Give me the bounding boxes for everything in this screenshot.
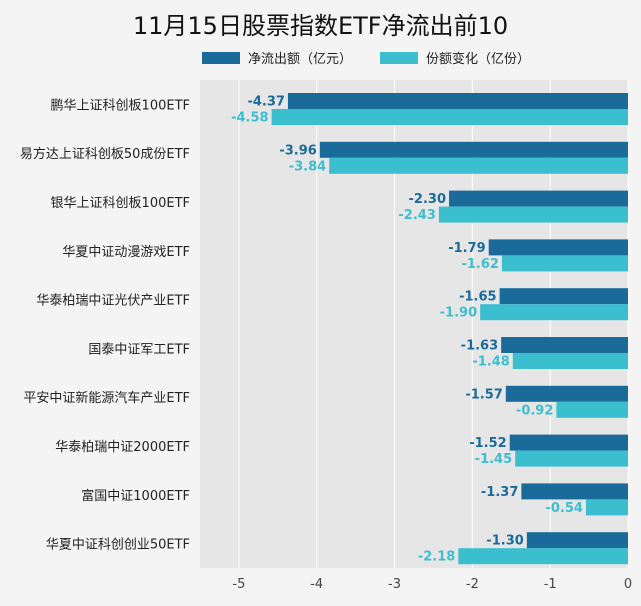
bar-share-change xyxy=(271,109,628,125)
legend-swatch-outflow xyxy=(202,51,240,64)
bar-share-change xyxy=(329,157,628,174)
x-tick-label: -3 xyxy=(388,577,401,592)
bar-outflow xyxy=(526,532,628,549)
bar-outflow xyxy=(319,141,628,158)
bar-share-change xyxy=(556,401,628,418)
category-label: 华夏中证科创创业50ETF xyxy=(46,538,190,553)
data-label-share-change: -1.48 xyxy=(472,355,509,370)
data-label-outflow: -2.30 xyxy=(409,192,446,207)
x-tick-label: -5 xyxy=(232,577,245,592)
data-label-outflow: -3.96 xyxy=(279,143,316,158)
category-label: 平安中证新能源汽车产业ETF xyxy=(23,390,190,406)
category-label: 华泰柏瑞中证光伏产业ETF xyxy=(36,294,190,309)
data-label-share-change: -3.84 xyxy=(289,159,326,174)
bar-outflow xyxy=(509,434,628,451)
bar-outflow xyxy=(449,190,628,207)
data-label-outflow: -1.57 xyxy=(465,387,502,402)
legend: 净流出额（亿元） 份额变化（亿份） xyxy=(0,48,641,68)
bar-share-change xyxy=(585,499,628,516)
bar-share-change xyxy=(512,353,628,369)
x-tick-label: -1 xyxy=(544,577,557,592)
data-label-share-change: -2.18 xyxy=(418,550,455,565)
category-label: 鹏华上证科创板100ETF xyxy=(51,98,190,113)
data-label-share-change: -1.90 xyxy=(440,306,477,321)
data-label-outflow: -1.52 xyxy=(469,436,506,451)
bar-share-change xyxy=(480,304,628,321)
x-tick-label: 0 xyxy=(624,577,632,592)
data-label-outflow: -4.37 xyxy=(247,95,284,110)
legend-label-share-change: 份额变化（亿份） xyxy=(426,52,531,67)
legend-label-outflow: 净流出额（亿元） xyxy=(248,52,353,67)
category-label: 易方达上证科创板50成份ETF xyxy=(20,146,190,162)
bar-share-change xyxy=(515,450,628,467)
legend-swatch-share-change xyxy=(380,51,418,64)
data-label-outflow: -1.63 xyxy=(461,339,498,354)
legend-item-outflow: 净流出额（亿元） xyxy=(202,48,352,67)
category-label: 银华上证科创板100ETF xyxy=(51,196,190,211)
data-label-share-change: -2.43 xyxy=(398,208,435,223)
data-label-share-change: -1.62 xyxy=(461,257,498,272)
bar-share-change xyxy=(501,255,628,272)
bar-outflow xyxy=(505,385,628,402)
bar-outflow xyxy=(499,288,628,305)
x-tick-label: -4 xyxy=(310,577,323,592)
x-tick-label: -2 xyxy=(466,577,479,592)
data-label-outflow: -1.30 xyxy=(486,534,523,549)
data-label-share-change: -4.58 xyxy=(231,111,268,126)
category-label: 华泰柏瑞中证2000ETF xyxy=(55,440,190,455)
data-label-share-change: -0.92 xyxy=(516,403,553,418)
data-label-outflow: -1.65 xyxy=(459,290,496,305)
bar-outflow xyxy=(501,337,628,353)
bar-outflow xyxy=(521,483,628,500)
bar-outflow xyxy=(488,239,628,256)
chart-title: 11月15日股票指数ETF净流出前10 xyxy=(132,12,509,40)
data-label-outflow: -1.37 xyxy=(481,485,518,500)
bar-outflow xyxy=(287,93,628,109)
data-label-share-change: -0.54 xyxy=(545,501,582,516)
data-label-outflow: -1.79 xyxy=(448,241,485,256)
bar-share-change xyxy=(458,548,628,565)
category-label: 富国中证1000ETF xyxy=(81,488,190,504)
category-label: 国泰中证军工ETF xyxy=(88,342,190,357)
bar-share-change xyxy=(438,206,628,223)
category-label: 华夏中证动漫游戏ETF xyxy=(62,245,190,260)
legend-item-share-change: 份额变化（亿份） xyxy=(380,48,530,67)
data-label-share-change: -1.45 xyxy=(475,452,512,467)
